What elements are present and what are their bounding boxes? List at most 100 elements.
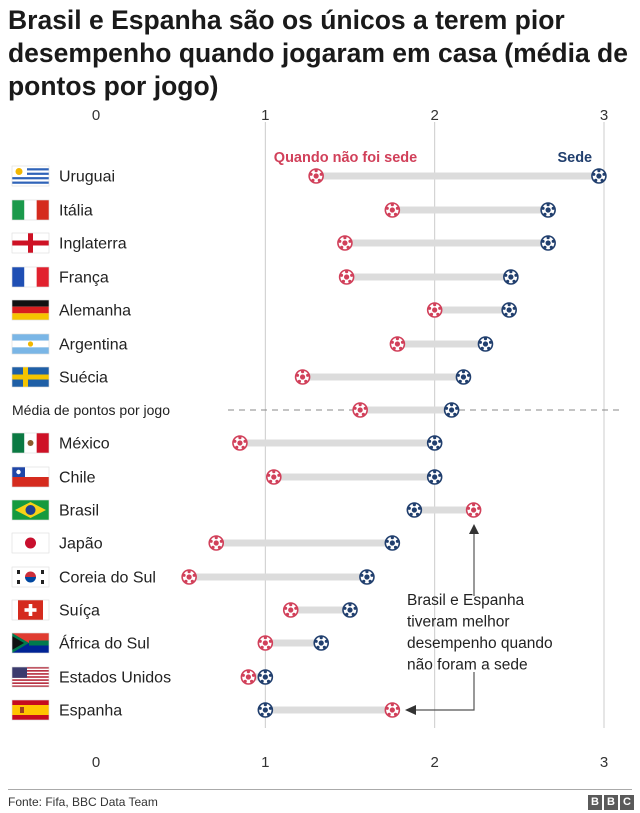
host-ball-marker (384, 535, 401, 551)
ball-patch (461, 370, 466, 374)
flag-shape (17, 570, 20, 574)
flag-shape (36, 267, 49, 287)
bbc-logo-letter: C (620, 795, 634, 810)
italy-flag-icon (11, 199, 50, 221)
ball-patch (433, 436, 437, 440)
flag-shape (12, 313, 49, 320)
footer-divider (8, 789, 632, 790)
ball-patch (390, 203, 394, 207)
ball-patch (370, 573, 374, 577)
southkorea-flag-icon (11, 566, 50, 588)
ball-patch (288, 607, 294, 613)
country-label: Coreia do Sul (59, 570, 156, 587)
ball-patch (362, 579, 366, 584)
average-label: Média de pontos por jogo (12, 402, 170, 418)
flag-border (11, 532, 50, 554)
ball-patch (482, 341, 489, 347)
flag-shape (12, 374, 49, 380)
flag-border (11, 566, 50, 588)
country-label: Japão (59, 536, 103, 553)
ball-patch (350, 273, 354, 277)
ball-patch (506, 279, 510, 283)
ball-patch (267, 473, 271, 477)
ball-patch (263, 670, 267, 674)
ball-patch (480, 346, 484, 350)
flag-shape (41, 580, 44, 584)
ball-patch (343, 236, 347, 240)
host-ball-marker (406, 502, 423, 518)
arrowhead-espanha (405, 705, 416, 715)
country-label: Itália (59, 203, 93, 220)
ball-patch (217, 545, 222, 550)
ball-patch (353, 406, 357, 410)
flag-shape (12, 667, 49, 669)
flag-border (11, 366, 50, 388)
flag-shape (12, 177, 49, 180)
flag-shape (12, 200, 25, 220)
ball-patch (272, 470, 276, 474)
ball-patch (258, 673, 262, 677)
dumbbell-chart: 0 0 1 1 2 2 3 3 Quando não foi sede Sede Uruguai It… (11, 107, 622, 771)
ball-patch (504, 312, 508, 316)
ball-patch (277, 473, 281, 477)
flag-shape (12, 633, 49, 643)
ball-patch (392, 346, 396, 350)
ball-patch (549, 245, 553, 249)
ball-patch (341, 279, 346, 283)
ball-patch (182, 573, 186, 577)
england-flag-icon (11, 232, 50, 254)
flag-shape (25, 571, 36, 577)
ball-patch (266, 645, 271, 650)
away-ball-marker (384, 702, 401, 718)
country-label: França (59, 270, 109, 287)
ball-patch (551, 206, 555, 210)
ball-patch (190, 579, 194, 584)
ball-patch (209, 539, 213, 543)
ball-patch (361, 412, 365, 416)
ball-patch (343, 606, 347, 610)
ball-patch (433, 470, 437, 474)
flag-border (11, 599, 50, 621)
ball-patch (211, 545, 215, 550)
source-text: Fonte: Fifa, BBC Data Team (8, 795, 158, 809)
ball-patch (395, 539, 400, 543)
country-label: Alemanha (59, 303, 131, 320)
ball-patch (184, 579, 188, 584)
brazil-flag-icon (11, 499, 50, 521)
ball-patch (263, 636, 267, 640)
ball-patch (313, 173, 319, 179)
x-tick-label-bottom: 0 (92, 754, 100, 771)
annotation-arrow-espanha (416, 672, 475, 711)
ball-patch (297, 379, 301, 383)
x-tick-label-top: 2 (430, 107, 438, 124)
host-ball-marker (540, 202, 556, 218)
ball-patch (346, 245, 350, 249)
country-label: Espanha (59, 703, 122, 720)
ball-patch (363, 406, 367, 410)
ball-patch (487, 346, 491, 350)
ball-patch (311, 178, 315, 182)
mexico-flag-icon (11, 432, 50, 454)
ball-patch (275, 479, 279, 483)
ball-patch (549, 212, 553, 216)
ball-patch (385, 206, 389, 210)
flag-shape (12, 334, 49, 341)
flag-border (11, 432, 50, 454)
ball-patch (395, 337, 400, 341)
ball-patch (432, 307, 438, 313)
ball-patch (472, 503, 476, 507)
flag-shape (25, 505, 36, 515)
ball-patch (357, 407, 363, 413)
country-label: África do Sul (59, 634, 150, 653)
ball-patch (436, 312, 440, 316)
ball-patch (192, 573, 196, 577)
ball-patch (358, 403, 362, 407)
ball-patch (446, 412, 450, 416)
argentina-flag-icon (11, 333, 50, 355)
ball-patch (292, 612, 296, 617)
ball-patch (262, 640, 268, 646)
ball-patch (345, 612, 349, 617)
annotation-text: Brasil e Espanha (407, 592, 525, 609)
flag-shape (12, 347, 49, 354)
flag-border (11, 333, 50, 355)
